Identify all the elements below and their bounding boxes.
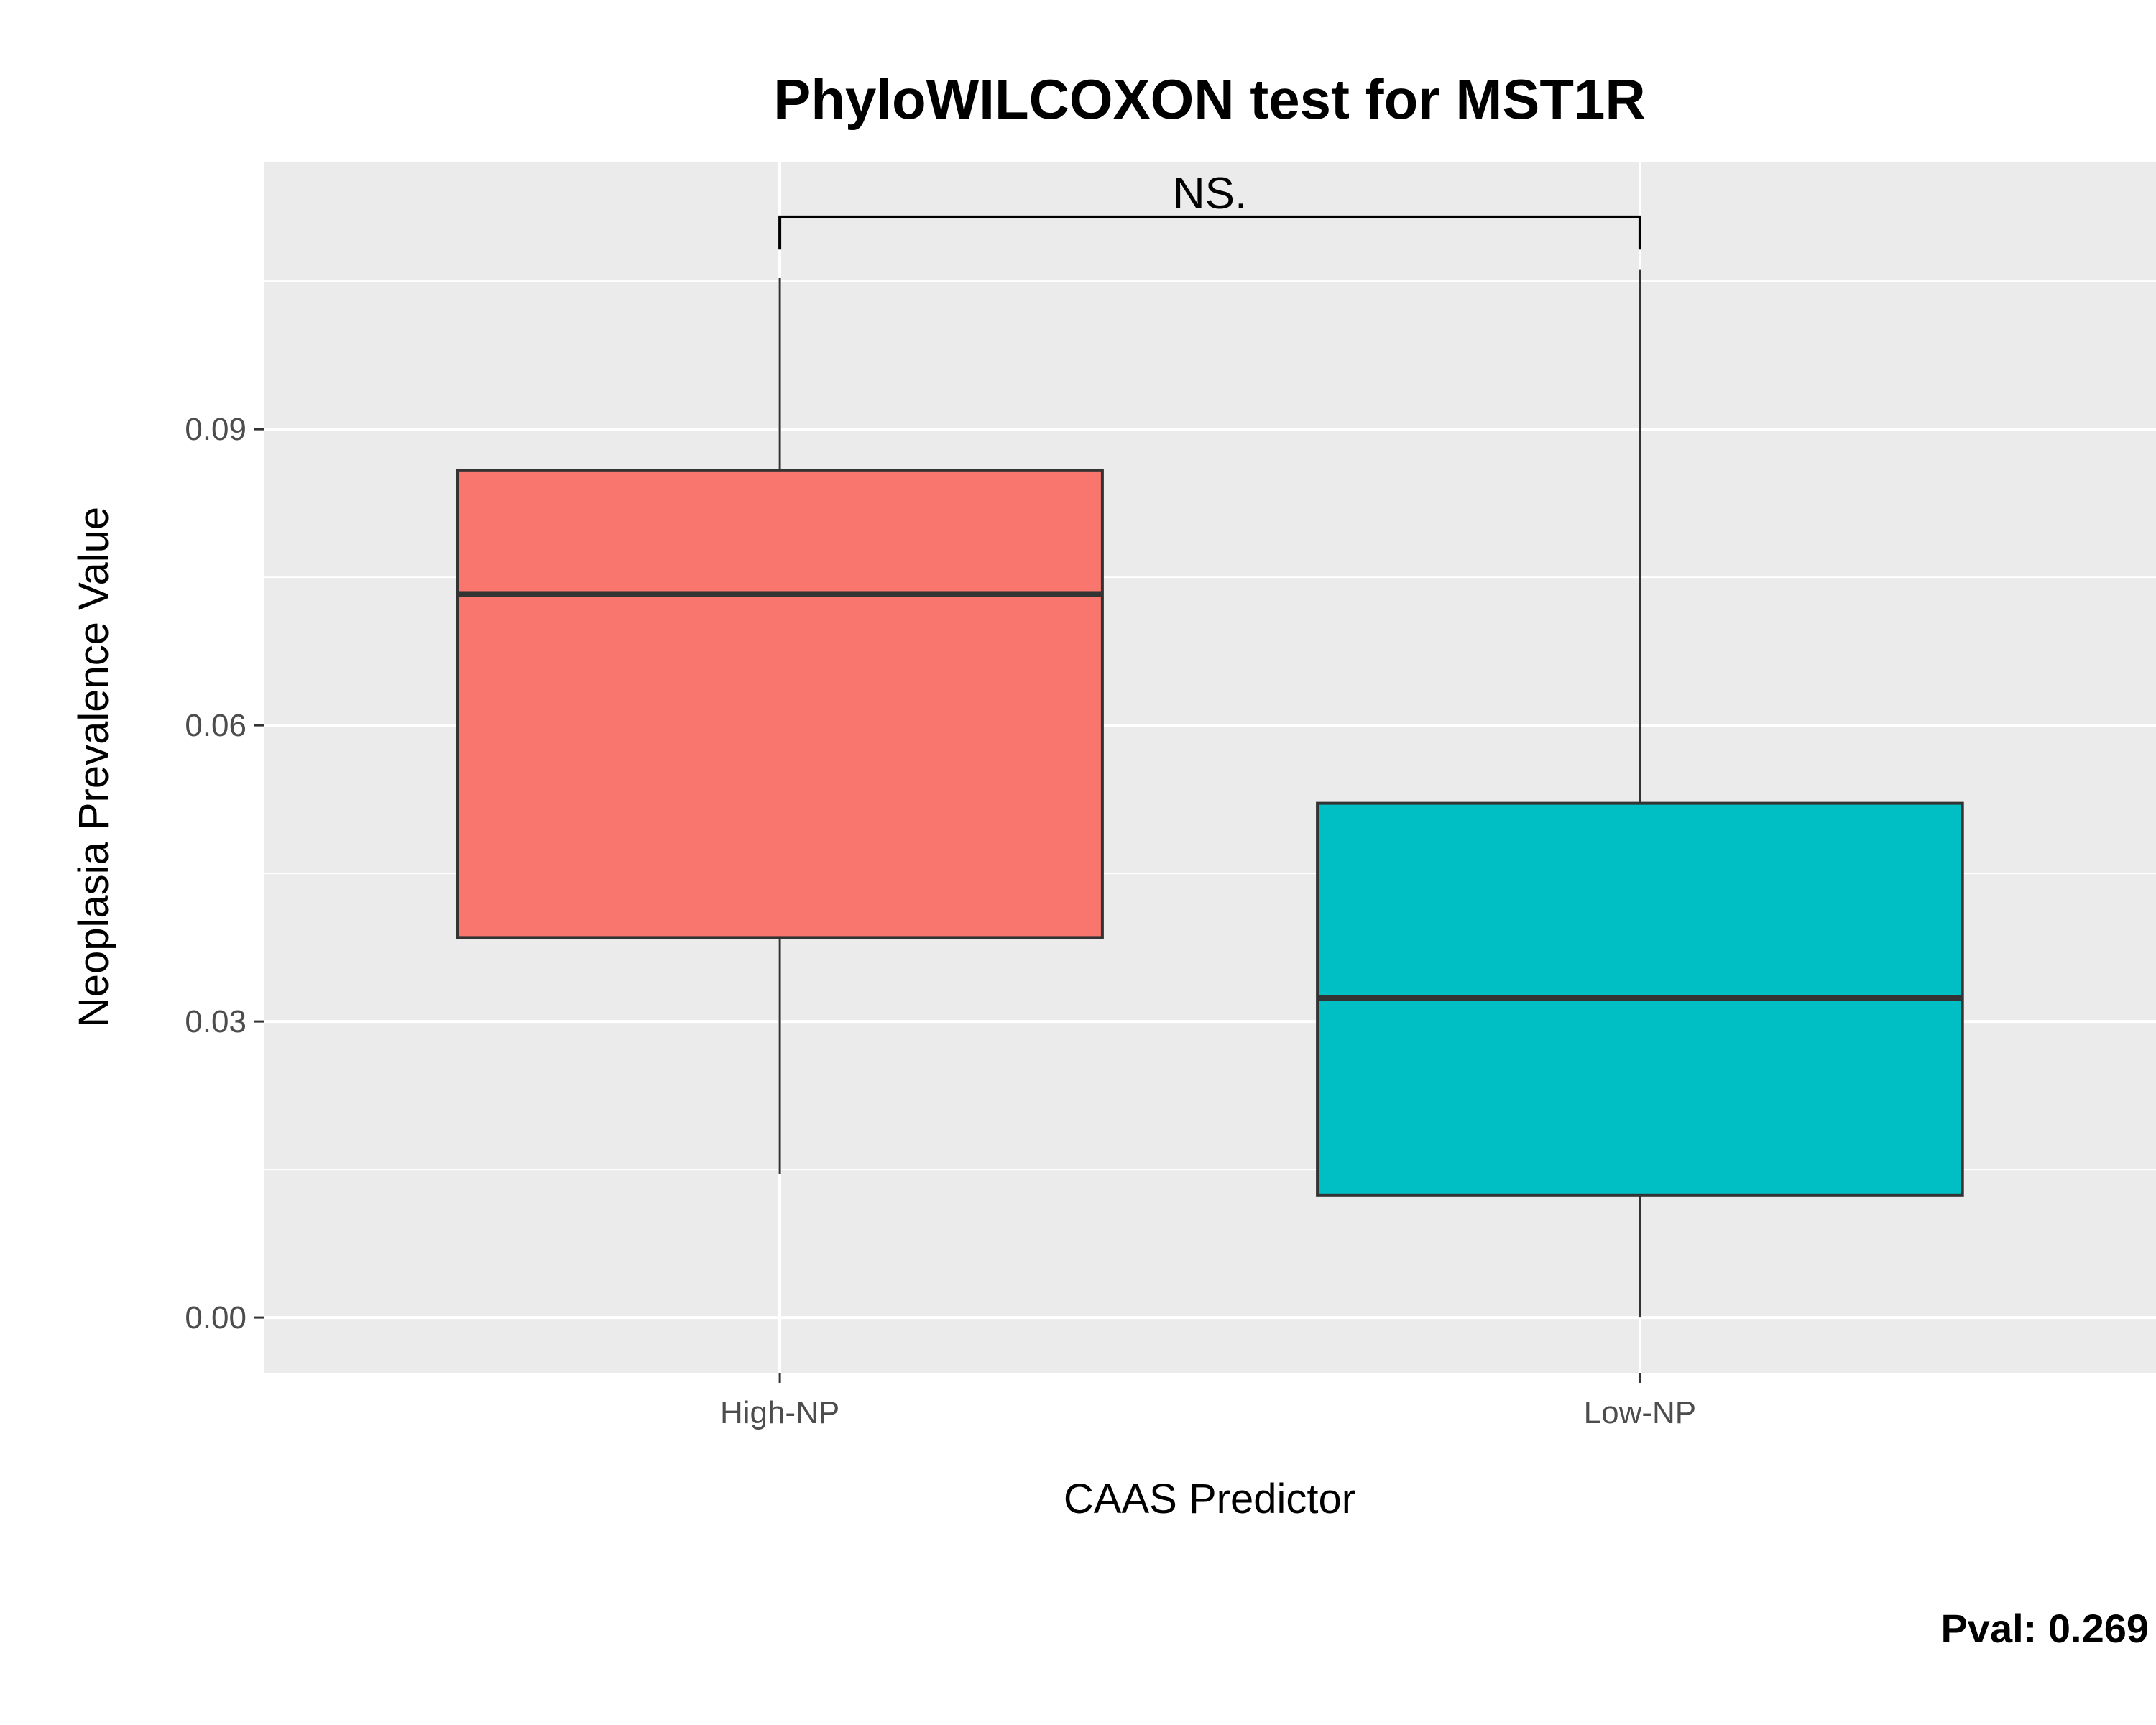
y-tick-label: 0.03 (185, 1004, 247, 1039)
y-tick-label: 0.06 (185, 708, 247, 743)
x-tick-label: High-NP (720, 1395, 839, 1430)
significance-bracket (778, 215, 1641, 250)
box-high-np (456, 469, 1104, 939)
x-tick-label: Low-NP (1584, 1395, 1697, 1430)
box-marks: NS. (456, 169, 1964, 1318)
significance-label: NS. (1173, 169, 1247, 218)
pval-label: Pval: 0.269 (1940, 1606, 2149, 1651)
chart-title: PhyloWILCOXON test for MST1R (773, 68, 1645, 131)
y-tick-label: 0.00 (185, 1300, 247, 1335)
x-axis-title: CAAS Predictor (1064, 1476, 1355, 1522)
y-axis-title: Neoplasia Prevalence Value (70, 507, 117, 1027)
axes: 0.00 0.03 0.06 0.09 High-NP Low-NP (185, 412, 1696, 1430)
y-tick-label: 0.09 (185, 412, 247, 447)
